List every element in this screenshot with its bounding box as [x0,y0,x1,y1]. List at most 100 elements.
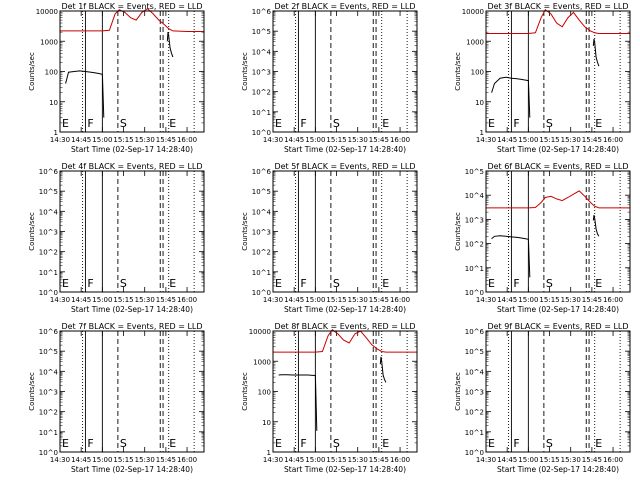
y-tick-label: 10^6 [252,168,272,176]
y-axis-label: Counts/sec [241,372,249,411]
chart-title: Det 8f BLACK = Events, RED = LLD [274,322,415,331]
x-tick-label: 14:45 [284,456,304,464]
y-axis-label: Counts/sec [28,52,36,91]
phase-annotation: E [275,437,282,450]
y-tick-label: 1000 [466,38,484,46]
y-tick-label: 10^1 [465,265,484,273]
x-tick-label: 14:30 [476,136,496,144]
y-tick-label: 10^0 [252,129,271,137]
y-tick-label: 10 [49,99,58,107]
series-line-lld [60,7,204,32]
x-axis-label: Start Time (02-Sep-17 14:28:40) [71,305,193,314]
phase-annotation: F [87,117,93,130]
x-tick-label: 15:15 [113,296,133,304]
x-tick-label: 15:45 [582,296,602,304]
series-line-lld [273,328,417,353]
x-tick-label: 16:00 [390,296,410,304]
y-tick-label: 10000 [462,8,484,16]
phase-annotation: E [62,277,69,290]
y-tick-label: 10^6 [252,8,272,16]
x-tick-label: 14:30 [263,296,283,304]
x-tick-label: 15:15 [326,136,346,144]
series-line-events [592,38,600,67]
y-tick-label: 10^2 [252,89,271,97]
chart-panel: Det 2f BLACK = Events, RED = LLD Counts/s… [241,2,418,154]
x-axis-label: Start Time (02-Sep-17 14:28:40) [71,465,193,474]
x-tick-label: 15:45 [582,136,602,144]
phase-annotation: E [382,117,389,130]
plot-frame [59,170,205,293]
x-tick-label: 16:00 [177,136,197,144]
phase-annotation: F [300,117,306,130]
y-tick-label: 10^5 [465,348,484,356]
y-tick-label: 10^0 [39,289,58,297]
x-tick-label: 16:00 [177,456,197,464]
y-tick-label: 10000 [36,8,58,16]
x-tick-label: 14:30 [263,136,283,144]
series-line-events [278,374,318,431]
x-axis-label: Start Time (02-Sep-17 14:28:40) [497,305,619,314]
phase-annotation: S [546,117,553,130]
x-tick-label: 15:45 [369,136,389,144]
x-tick-label: 15:30 [135,296,155,304]
x-tick-label: 14:30 [50,296,70,304]
y-tick-label: 10^4 [39,208,59,216]
y-tick-label: 10^5 [39,188,58,196]
y-tick-label: 10^6 [465,328,485,336]
y-tick-label: 10^4 [252,208,272,216]
phase-annotation: E [169,437,176,450]
phase-annotation: E [382,277,389,290]
x-tick-label: 14:45 [71,136,91,144]
y-tick-label: 10^2 [39,249,58,257]
y-tick-label: 10^3 [39,229,58,237]
y-tick-label: 10^5 [252,188,271,196]
x-tick-label: 15:45 [156,456,176,464]
phase-annotation: E [275,277,282,290]
x-tick-label: 15:30 [135,456,155,464]
x-axis-label: Start Time (02-Sep-17 14:28:40) [284,465,406,474]
x-tick-label: 15:30 [348,136,368,144]
x-tick-label: 15:00 [518,296,538,304]
x-tick-label: 14:45 [71,296,91,304]
y-axis-label: Counts/sec [241,212,249,251]
plot-frame [485,330,631,453]
series-line-events [65,70,105,118]
y-tick-label: 10^2 [465,409,484,417]
y-tick-label: 1 [54,129,58,137]
y-tick-label: 10^5 [39,348,58,356]
x-tick-label: 15:30 [561,296,581,304]
phase-annotation: F [513,117,519,130]
x-tick-label: 15:30 [561,136,581,144]
x-tick-label: 15:15 [326,296,346,304]
x-tick-label: 14:45 [497,456,517,464]
y-tick-label: 10000 [249,328,271,336]
y-tick-label: 10^3 [465,389,484,397]
y-tick-label: 10^1 [252,109,271,117]
x-tick-label: 16:00 [177,296,197,304]
plot-frame [272,10,418,133]
y-tick-label: 10^3 [252,229,271,237]
plot-frame [272,170,418,293]
plot-frame [485,10,631,133]
y-tick-label: 1 [480,129,484,137]
y-axis-label: Counts/sec [454,52,462,91]
x-tick-label: 14:45 [497,296,517,304]
phase-annotation: S [120,277,127,290]
y-tick-label: 10^4 [465,192,485,200]
y-tick-label: 10^1 [39,269,58,277]
series-line-lld [486,8,630,34]
x-tick-label: 16:00 [390,456,410,464]
y-tick-label: 100 [471,69,484,77]
phase-annotation: S [333,117,340,130]
x-tick-label: 14:30 [263,456,283,464]
y-tick-label: 10^1 [465,429,484,437]
chart-title: Det 4f BLACK = Events, RED = LLD [61,162,202,171]
x-tick-label: 15:30 [348,296,368,304]
x-tick-label: 15:00 [518,456,538,464]
y-tick-label: 10^1 [252,269,271,277]
chart-panel: Det 4f BLACK = Events, RED = LLD Counts/s… [28,162,205,314]
x-tick-label: 15:15 [539,296,559,304]
y-tick-label: 1000 [40,38,58,46]
chart-panel: Det 5f BLACK = Events, RED = LLD Counts/s… [241,162,418,314]
chart-title: Det 2f BLACK = Events, RED = LLD [274,2,415,11]
